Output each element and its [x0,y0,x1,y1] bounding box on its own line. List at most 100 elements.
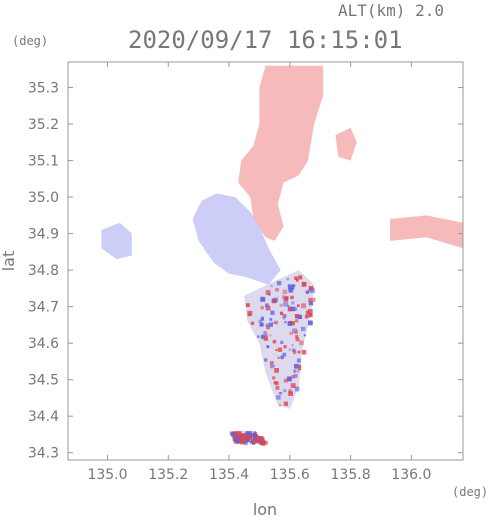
echo-speckle [277,356,280,359]
echo-speckle [292,350,297,354]
echo-speckle [287,321,292,326]
echo-speckle [272,321,275,324]
echo-speckle [286,277,290,281]
echo-speckle [279,391,283,395]
echo-speckle [292,348,296,352]
echo-speckle [265,303,269,308]
echo-region-east-red-band [390,215,463,249]
echo-speckle [282,352,287,357]
echo-speckle [274,320,278,325]
echo-speckle [301,281,307,287]
echo-speckle [247,431,252,436]
altitude-label: ALT(km) 2.0 [338,1,444,20]
echo-speckle [287,304,290,308]
echo-speckle [275,385,280,390]
echo-speckle [245,431,249,436]
echo-speckle [260,334,266,339]
echo-speckle [301,326,306,332]
echo-speckle [250,321,255,325]
echo-speckle [274,381,279,385]
echo-speckle [263,331,267,335]
echo-speckle [298,367,301,371]
lat-unit-label: (deg) [12,34,48,48]
echo-speckle [261,316,264,320]
x-tick-label: 135.0 [87,467,127,483]
echo-speckle [269,334,272,337]
echo-speckle [283,314,287,318]
echo-speckle [279,311,284,315]
echo-speckle [283,389,287,393]
x-tick-label: 135.6 [270,467,310,483]
y-tick-label: 35.3 [28,81,59,97]
echo-speckle [301,349,307,355]
echo-speckle [249,440,253,444]
echo-speckle [280,340,284,344]
echo-speckle [291,301,295,305]
echo-speckle [305,290,309,294]
y-axis-label: lat [0,251,18,272]
echo-speckle [297,350,301,354]
echo-speckle [234,432,238,436]
echo-speckle [303,334,306,337]
echo-speckle [283,345,287,349]
echo-speckle [310,288,315,294]
echo-speckle [270,310,275,315]
echo-speckle [295,278,299,282]
echo-speckle [237,435,243,440]
y-tick-label: 34.9 [28,227,59,243]
echo-speckle [266,345,270,349]
y-tick-label: 35.0 [28,190,59,206]
echo-speckle [288,391,293,396]
echo-speckle [301,303,306,309]
echo-speckle [229,431,233,435]
echo-speckle [293,374,298,378]
echo-region-west-blue [101,222,132,260]
echo-speckle [290,306,296,312]
echo-speckle [240,436,246,442]
echo-region-northeast-red [335,127,357,161]
echo-speckle [311,297,316,302]
echo-speckle [255,440,260,444]
echo-speckle [235,439,240,443]
echo-speckle [290,295,294,300]
echo-speckle [294,276,298,280]
echo-speckle [308,297,313,302]
echo-speckle [246,303,250,307]
echo-speckle [247,434,252,440]
echo-speckle [251,438,254,441]
echo-speckle [280,355,284,360]
echo-speckle [289,331,293,336]
x-tick-label: 136.0 [391,467,431,483]
y-tick-label: 34.4 [28,409,59,425]
echo-speckle [240,439,245,445]
echo-speckle [270,365,274,369]
echo-speckle [266,325,270,330]
echo-speckle [257,335,260,338]
y-tick-label: 34.6 [28,336,59,352]
echo-speckle [272,339,277,344]
echo-speckle [307,289,311,293]
echo-speckle [252,433,257,438]
x-axis: 135.0 135.2 135.4 135.6 135.8 136.0 [87,62,431,483]
echo-region-central-blue [192,193,281,285]
echo-speckle [290,383,296,388]
x-axis-label: lon [253,500,277,519]
echo-speckle [308,301,314,306]
echo-speckle [272,376,276,380]
y-tick-label: 35.2 [28,117,59,133]
echo-speckle [297,370,300,373]
x-tick-label: 135.2 [148,467,188,483]
lon-unit-label: (deg) [452,485,488,499]
echo-speckle [276,280,282,286]
echo-speckle [308,309,313,314]
echo-speckle [268,322,273,327]
echo-speckle [272,299,277,303]
chart-title: 2020/09/17 16:15:01 [128,26,403,54]
echo-speckle [278,392,281,395]
y-tick-label: 34.8 [28,263,59,279]
echo-speckle [283,401,288,406]
echo-speckle [265,333,268,337]
echo-speckle [269,361,274,366]
echo-speckle [287,284,293,290]
y-axis: 34.3 34.4 34.5 34.6 34.7 34.8 34.9 35.0 35.1 35.2… [28,81,463,462]
